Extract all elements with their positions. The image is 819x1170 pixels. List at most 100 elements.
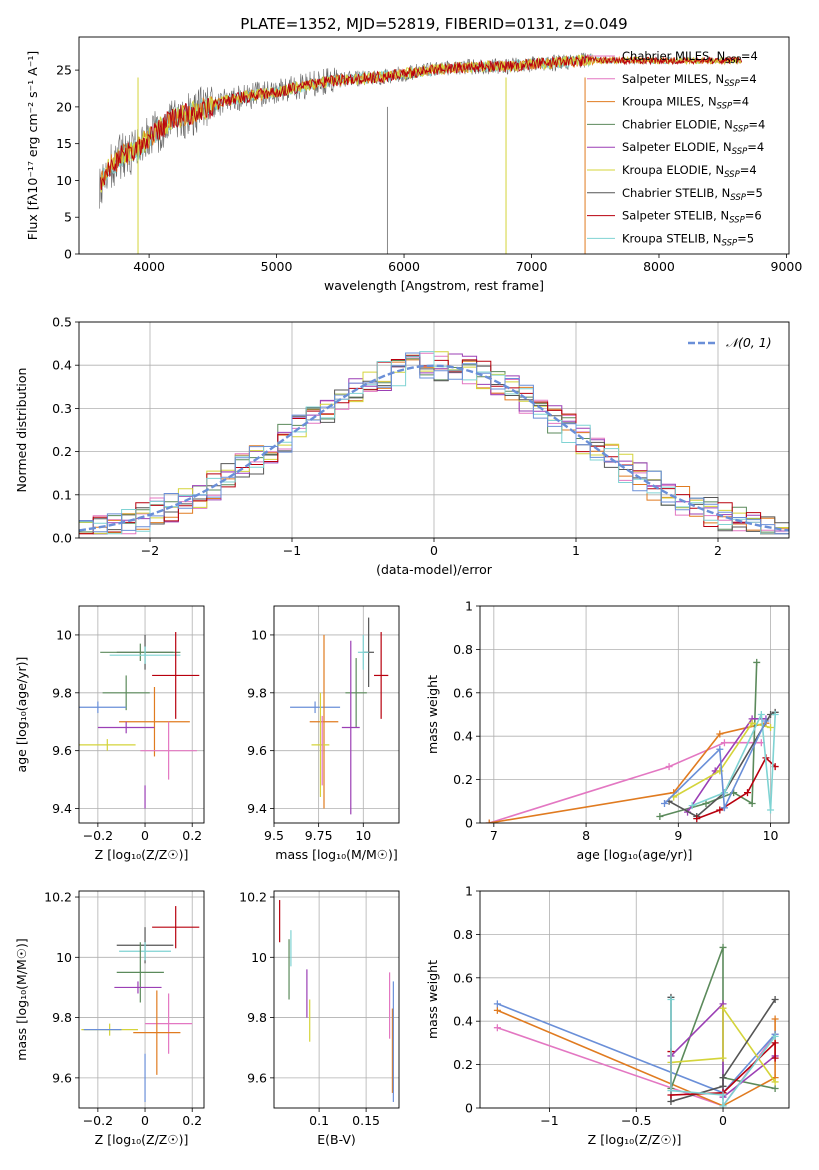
- series-marker: [719, 1091, 727, 1099]
- y-tick-label: 0.2: [453, 772, 473, 787]
- series-marker: [719, 1074, 727, 1082]
- x-tick-label: −1: [540, 1113, 558, 1128]
- series-line: [663, 720, 767, 811]
- gaussian-curve: [79, 364, 789, 532]
- y-tick-label: 10: [56, 173, 72, 188]
- errorbar-point: [109, 646, 181, 664]
- series-marker: [493, 1006, 501, 1014]
- errorbar-point: [114, 981, 162, 994]
- plot-area: [99, 52, 743, 254]
- y-axis-label: Flux [fλ10⁻¹⁷ erg cm⁻² s⁻¹ A⁻¹]: [25, 51, 40, 240]
- legend-label-tail: =4: [732, 95, 749, 109]
- legend-label-main: Salpeter ELODIE, N: [622, 140, 732, 154]
- y-tick-label: 1: [465, 599, 473, 614]
- x-tick-label: −0.2: [83, 1113, 113, 1128]
- series-marker: [771, 1084, 779, 1092]
- series-8: [660, 717, 770, 812]
- x-tick-label: 5000: [261, 259, 293, 274]
- panel-mass-weight-vs-z: −1 −0.5 0 0 0.2 0.4 0.6 0.8 1 Z [log₁₀(Z/Z☉)] mass…: [425, 884, 790, 1147]
- plot-area: [493, 943, 779, 1108]
- errorbar-point: [102, 675, 150, 711]
- x-tick-label: −1: [283, 543, 301, 558]
- series-marker: [493, 1000, 501, 1008]
- x-tick-label: 0: [719, 1113, 727, 1128]
- legend-label: Salpeter MILES, NSSP=4: [622, 72, 757, 89]
- grid: [274, 891, 399, 1108]
- y-tick-label: 10: [251, 627, 267, 642]
- series-marker: [767, 724, 775, 732]
- series-marker: [720, 789, 728, 797]
- legend-label-tail: =4: [748, 117, 765, 131]
- y-tick-label: 9.4: [52, 801, 72, 816]
- series-marker: [719, 943, 727, 951]
- errorbar-point: [145, 993, 193, 1054]
- plot-area: [79, 632, 200, 809]
- series-marker: [720, 739, 728, 747]
- series-marker: [485, 819, 493, 823]
- errorbar-point: [311, 692, 330, 797]
- panel-spectrum: 4000 5000 6000 7000 8000 9000 0 5 10 15 20 25 wavele…: [25, 36, 803, 293]
- y-tick-label: 9.6: [52, 743, 72, 758]
- legend-label-sub: SSP: [722, 238, 738, 248]
- y-tick-label: 0.3: [52, 401, 72, 416]
- y-tick-label: 9.6: [52, 1070, 72, 1085]
- y-tick-label: 0.0: [52, 531, 72, 546]
- series-marker: [702, 799, 710, 807]
- axes-frame: [78, 36, 790, 255]
- y-axis-label: mass weight: [425, 960, 440, 1039]
- series-7: [688, 711, 779, 814]
- x-tick-label: 1: [572, 543, 580, 558]
- errorbar-point: [357, 634, 369, 670]
- series-marker: [748, 799, 756, 807]
- x-tick-label: 0: [430, 543, 438, 558]
- series-marker: [667, 996, 675, 1003]
- errorbar-point: [119, 942, 171, 961]
- y-tick-label: 15: [56, 136, 72, 151]
- errorbar-point: [100, 643, 181, 661]
- y-tick-label: 10.2: [239, 890, 267, 905]
- y-axis-label: Normed distribution: [14, 368, 29, 493]
- x-tick-label: 0.1: [309, 1113, 329, 1128]
- series-marker: [771, 711, 779, 718]
- y-tick-label: 9.6: [247, 743, 267, 758]
- legend-label-sub: SSP: [732, 147, 748, 157]
- y-tick-label: 5: [64, 210, 72, 225]
- y-axis-label: age [log₁₀(age/yr)]: [14, 657, 29, 773]
- x-tick-label: 6000: [388, 259, 420, 274]
- series-marker: [667, 1087, 675, 1095]
- chart-title: PLATE=1352, MJD=52819, FIBERID=0131, z=0…: [240, 15, 627, 33]
- y-tick-label: 9.8: [247, 685, 267, 700]
- x-tick-label: 0.2: [182, 828, 202, 843]
- y-tick-label: 10.2: [44, 890, 72, 905]
- legend-label: Chabrier ELODIE, NSSP=4: [622, 117, 765, 134]
- errorbar-point: [290, 701, 341, 714]
- legend-label: Kroupa ELODIE, NSSP=4: [622, 163, 757, 180]
- x-tick-label: 7: [490, 828, 498, 843]
- legend-label-sub: SSP: [724, 170, 740, 180]
- series-marker: [493, 1024, 501, 1032]
- series-marker: [757, 711, 765, 718]
- legend-label: Chabrier MILES, NSSP=4: [622, 49, 758, 66]
- panel-mass-vs-z: −0.2 0 0.2 9.6 9.8 10 10.2 Z [log₁₀(Z/Z☉)] mass …: [14, 890, 205, 1147]
- y-tick-label: 0.1: [52, 487, 72, 502]
- y-tick-label: 0: [64, 247, 72, 262]
- y-tick-label: 9.6: [247, 1070, 267, 1085]
- y-tick-label: 0.8: [453, 642, 473, 657]
- legend-label-tail: =5: [737, 231, 754, 245]
- legend-label-sub: SSP: [725, 56, 741, 66]
- series-marker: [753, 658, 761, 666]
- legend-label-main: Chabrier STELIB, N: [622, 186, 730, 200]
- x-tick-label: 4000: [133, 259, 165, 274]
- y-tick-label: 0.4: [453, 1014, 473, 1029]
- x-tick-label: 9000: [771, 259, 803, 274]
- series-marker: [771, 1039, 779, 1047]
- legend-label-main: Kroupa ELODIE, N: [622, 163, 724, 177]
- y-tick-label: 0.2: [453, 1057, 473, 1072]
- legend-label: Kroupa STELIB, NSSP=5: [622, 231, 754, 248]
- series-marker: [743, 789, 751, 797]
- legend-label-tail: =4: [740, 163, 757, 177]
- x-tick-label: 0: [141, 1113, 149, 1128]
- x-tick-label: 7000: [516, 259, 548, 274]
- y-axis-label: mass [log₁₀(M/M☉)]: [14, 938, 29, 1060]
- legend-label-tail: =4: [740, 72, 757, 86]
